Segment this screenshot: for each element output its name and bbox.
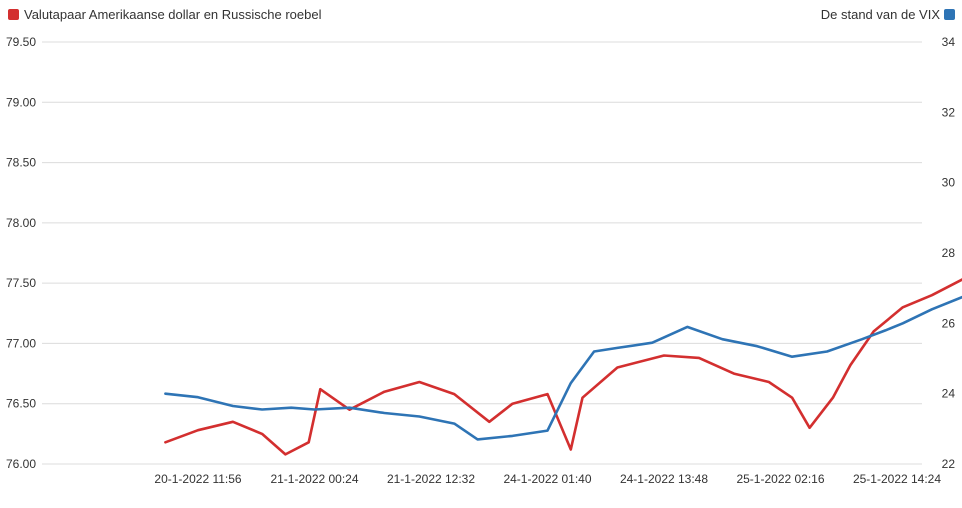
gridlines — [42, 41, 922, 465]
x-axis: 20-1-2022 11:56 21-1-2022 00:24 21-1-2022 … — [154, 472, 941, 486]
y-right-tick-label: 34 — [942, 35, 956, 49]
x-tick-label: 20-1-2022 11:56 — [154, 472, 242, 486]
y-left-tick-label: 79.50 — [6, 35, 36, 49]
series-layer — [164, 278, 962, 456]
y-right-tick-label: 30 — [942, 176, 956, 190]
y-axis-right: 22 24 26 28 30 32 34 — [942, 35, 956, 471]
x-tick-label: 25-1-2022 14:24 — [853, 472, 941, 486]
x-tick-label: 24-1-2022 01:40 — [503, 472, 591, 486]
legend-swatch-vix — [944, 9, 955, 20]
legend-label-vix: De stand van de VIX — [821, 7, 941, 22]
x-tick-label: 21-1-2022 12:32 — [387, 472, 475, 486]
y-left-tick-label: 76.00 — [6, 457, 36, 471]
x-tick-label: 25-1-2022 02:16 — [736, 472, 824, 486]
y-right-tick-label: 32 — [942, 105, 956, 119]
y-right-tick-label: 24 — [942, 387, 956, 401]
y-right-tick-label: 28 — [942, 246, 956, 260]
y-left-tick-label: 77.00 — [6, 336, 36, 350]
series-line-usd-rub — [164, 278, 962, 456]
y-left-tick-label: 77.50 — [6, 276, 36, 290]
series-line-vix — [164, 295, 962, 441]
y-left-tick-label: 76.50 — [6, 397, 36, 411]
legend-label-rub: Valutapaar Amerikaanse dollar en Russisc… — [24, 7, 322, 22]
y-right-tick-label: 26 — [942, 316, 956, 330]
y-axis-left: 76.00 76.50 77.00 77.50 78.00 78.50 79.00 79.50 — [6, 35, 36, 471]
y-left-tick-label: 78.00 — [6, 216, 36, 230]
legend-swatch-rub — [8, 9, 19, 20]
y-left-tick-label: 79.00 — [6, 95, 36, 109]
x-tick-label: 24-1-2022 13:48 — [620, 472, 708, 486]
y-left-tick-label: 78.50 — [6, 156, 36, 170]
x-tick-label: 21-1-2022 00:24 — [270, 472, 358, 486]
legend: Valutapaar Amerikaanse dollar en Russisc… — [8, 7, 955, 22]
y-right-tick-label: 22 — [942, 457, 956, 471]
